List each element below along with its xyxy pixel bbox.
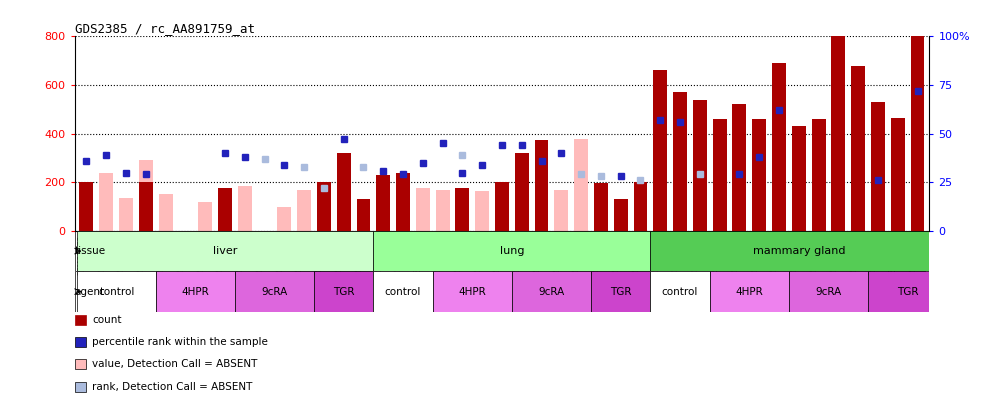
Bar [812,119,825,231]
Bar [435,190,449,231]
Text: count: count [92,315,122,325]
Bar [374,231,650,271]
Bar [555,190,569,231]
Bar [80,182,93,231]
Bar [752,119,766,231]
Text: mammary gland: mammary gland [752,246,845,256]
Bar [156,271,235,312]
Bar [789,271,868,312]
Bar [374,271,432,312]
Bar [515,153,529,231]
Bar [772,63,786,231]
Bar [594,183,608,231]
Bar [139,182,153,231]
Bar [650,231,947,271]
Bar [297,190,311,231]
Bar [693,100,707,231]
Text: tissue: tissue [75,246,106,256]
Bar [512,271,591,312]
Text: control: control [662,287,698,296]
Bar [733,104,746,231]
Text: percentile rank within the sample: percentile rank within the sample [92,337,268,347]
Text: 9cRA: 9cRA [815,287,842,296]
Bar [613,199,627,231]
Text: control: control [98,287,134,296]
Text: liver: liver [213,246,238,256]
Bar [831,36,845,231]
Bar [851,66,865,231]
Text: TGR: TGR [897,287,918,296]
Bar [77,231,374,271]
Bar [415,188,429,231]
Text: control: control [385,287,421,296]
Text: agent: agent [75,287,105,296]
Bar [432,271,512,312]
Bar [317,182,331,231]
Bar [377,175,391,231]
Bar [80,182,93,231]
Bar [535,140,549,231]
Bar [575,139,588,231]
Bar [314,271,374,312]
Bar [277,207,291,231]
Text: rank, Detection Call = ABSENT: rank, Detection Call = ABSENT [92,382,252,392]
Bar [235,271,314,312]
Text: value, Detection Call = ABSENT: value, Detection Call = ABSENT [92,360,257,369]
Bar [337,153,351,231]
Bar [218,190,232,231]
Text: 4HPR: 4HPR [181,287,209,296]
Text: GDS2385 / rc_AA891759_at: GDS2385 / rc_AA891759_at [75,22,254,35]
Text: TGR: TGR [610,287,631,296]
Bar [396,173,410,231]
Bar [238,186,251,231]
Bar [871,102,885,231]
Bar [710,271,789,312]
Bar [455,188,469,231]
Bar [218,188,232,231]
Bar [198,202,212,231]
Bar [868,271,947,312]
Text: 9cRA: 9cRA [261,287,287,296]
Text: TGR: TGR [333,287,355,296]
Bar [495,182,509,231]
Text: 4HPR: 4HPR [736,287,763,296]
Bar [891,118,905,231]
Bar [911,34,924,231]
Bar [159,194,173,231]
Bar [119,198,133,231]
Bar [792,126,806,231]
Text: 4HPR: 4HPR [458,287,486,296]
Text: lung: lung [500,246,524,256]
Bar [357,199,371,231]
Bar [650,271,710,312]
Bar [633,182,647,231]
Bar [139,160,153,231]
Bar [591,271,650,312]
Bar [713,119,727,231]
Text: 9cRA: 9cRA [539,287,565,296]
Bar [77,271,156,312]
Bar [99,173,113,231]
Bar [475,191,489,231]
Bar [653,70,667,231]
Bar [673,92,687,231]
